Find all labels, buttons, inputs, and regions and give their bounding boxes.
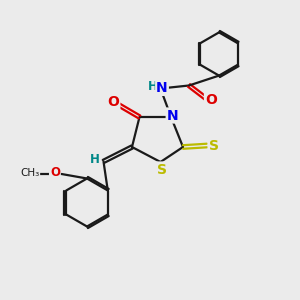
- Text: O: O: [50, 166, 60, 179]
- Text: O: O: [205, 93, 217, 106]
- Text: H: H: [148, 80, 158, 93]
- Text: CH₃: CH₃: [20, 168, 40, 178]
- Text: O: O: [107, 95, 119, 109]
- Text: S: S: [157, 163, 167, 176]
- Text: S: S: [208, 139, 219, 152]
- Text: N: N: [167, 109, 178, 122]
- Text: N: N: [156, 81, 168, 95]
- Text: H: H: [90, 153, 100, 166]
